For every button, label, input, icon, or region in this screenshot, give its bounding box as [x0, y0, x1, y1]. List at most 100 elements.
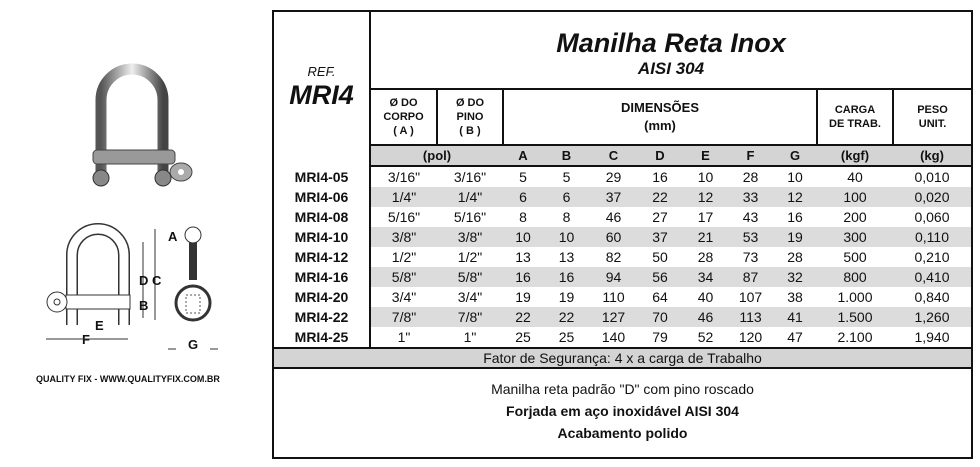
cell: 1/4" — [370, 187, 437, 207]
units-row: (pol) A B C D E F G (kgf) (kg) — [274, 145, 971, 167]
cell: 0,020 — [893, 187, 971, 207]
ref-label: REF. — [307, 64, 336, 79]
cell: 79 — [652, 329, 668, 345]
cell: 0,840 — [914, 289, 950, 305]
cell: 22 — [637, 187, 683, 207]
product-code: MRI4-22 — [274, 307, 371, 327]
unit-e: E — [683, 145, 728, 167]
table-row: MRI4-22 7/8" 7/8" 22 22 127 70 46 113 41 1.500 1,26… — [274, 307, 971, 327]
cell: 17 — [697, 209, 714, 225]
product-code: MRI4-10 — [274, 227, 371, 247]
cell: 19 — [558, 289, 575, 305]
cell: 53 — [728, 227, 773, 247]
header-dimensoes: DIMENSÕES (mm) — [503, 89, 818, 146]
brand-footer: QUALITY FIX - WWW.QUALITYFIX.COM.BR — [36, 374, 220, 384]
cell: 2.100 — [837, 329, 873, 345]
cell: 25 — [558, 329, 575, 345]
cell: 5/16" — [387, 209, 421, 225]
cell: 29 — [605, 169, 622, 185]
label-d: D — [139, 273, 148, 288]
table-row: MRI4-25 1" 1" 25 25 140 79 52 120 47 2.100 1,940 — [274, 327, 971, 348]
cell: 50 — [652, 249, 668, 265]
cell: 73 — [742, 249, 759, 265]
cell: 19 — [515, 289, 531, 305]
cell: 41 — [773, 307, 817, 327]
cell: 1" — [463, 329, 477, 345]
cell: 5/8" — [437, 267, 503, 287]
cell: 37 — [637, 227, 683, 247]
cell: 27 — [652, 209, 668, 225]
cell: 5 — [562, 169, 571, 185]
table-row: MRI4-10 3/8" 3/8" 10 10 60 37 21 53 19 300 0,110 — [274, 227, 971, 247]
cell: 7/8" — [370, 307, 437, 327]
cell: 1/2" — [391, 249, 417, 265]
cell: 1.500 — [817, 307, 893, 327]
cell: 38 — [787, 289, 803, 305]
cell: 10 — [787, 169, 803, 185]
cell: 28 — [742, 169, 759, 185]
cell: 19 — [773, 227, 817, 247]
product-code: MRI4-25 — [274, 327, 371, 348]
cell: 22 — [543, 307, 590, 327]
spec-sheet: REF. MRI4 Manilha Reta Inox AISI 304 Ø D… — [272, 10, 973, 459]
table-row: MRI4-12 1/2" 1/2" 13 13 82 50 28 73 28 500 0,210 — [274, 247, 971, 267]
cell: 40 — [847, 169, 863, 185]
cell: 800 — [817, 267, 893, 287]
cell: 0,410 — [893, 267, 971, 287]
shackle-dimension-diagram: D C B E F A G — [46, 223, 218, 352]
cell: 46 — [683, 307, 728, 327]
cell: 13 — [558, 249, 575, 265]
cell: 64 — [652, 289, 668, 305]
cell: 1,260 — [893, 307, 971, 327]
spec-table: REF. MRI4 Manilha Reta Inox AISI 304 Ø D… — [274, 12, 971, 453]
cell: 1.000 — [837, 289, 873, 305]
cell: 1,940 — [914, 329, 950, 345]
cell: 87 — [728, 267, 773, 287]
unit-kgf: (kgf) — [817, 145, 893, 167]
cell: 5 — [519, 169, 527, 185]
cell: 33 — [728, 187, 773, 207]
unit-f: F — [728, 145, 773, 167]
cell: 107 — [738, 289, 763, 305]
cell: 70 — [637, 307, 683, 327]
cell: 60 — [590, 227, 637, 247]
unit-g: G — [773, 145, 817, 167]
cell: 40 — [697, 289, 714, 305]
cell: 7/8" — [437, 307, 503, 327]
product-code: MRI4-20 — [274, 287, 371, 307]
product-code: MRI4-08 — [274, 207, 371, 227]
cell: 8 — [562, 209, 571, 225]
cell: 113 — [728, 307, 773, 327]
cell: 100 — [817, 187, 893, 207]
label-c: C — [152, 273, 162, 288]
cell: 200 — [843, 209, 867, 225]
description-line: Forjada em aço inoxidável AISI 304 — [506, 403, 739, 419]
cell: 16 — [543, 267, 590, 287]
cell: 28 — [697, 249, 714, 265]
unit-pol: (pol) — [370, 145, 503, 167]
unit-a: A — [503, 145, 543, 167]
cell: 12 — [683, 187, 728, 207]
cell: 300 — [817, 227, 893, 247]
cell: 52 — [697, 329, 714, 345]
table-row: MRI4-05 3/16" 3/16" 5 5 29 16 10 28 10 40 0,010 — [274, 166, 971, 187]
header-carga: CARGA DE TRAB. — [817, 89, 894, 146]
cell: 0,060 — [914, 209, 950, 225]
label-e: E — [95, 318, 104, 333]
product-images: D C B E F A G QUALITY FIX - WWW.QUALITYF… — [0, 0, 270, 467]
cell: 10 — [697, 169, 714, 185]
cell: 1/2" — [457, 249, 483, 265]
unit-kg: (kg) — [893, 145, 971, 167]
cell: 47 — [787, 329, 803, 345]
cell: 127 — [590, 307, 637, 327]
cell: 1/4" — [437, 187, 503, 207]
cell: 10 — [503, 227, 543, 247]
cell: 0,010 — [914, 169, 950, 185]
header-peso: PESO UNIT. — [893, 89, 971, 146]
cell: 6 — [543, 187, 590, 207]
label-b: B — [139, 298, 148, 313]
cell: 22 — [503, 307, 543, 327]
cell: 16 — [652, 169, 668, 185]
label-a: A — [168, 229, 178, 244]
shackle-photo — [92, 63, 193, 187]
